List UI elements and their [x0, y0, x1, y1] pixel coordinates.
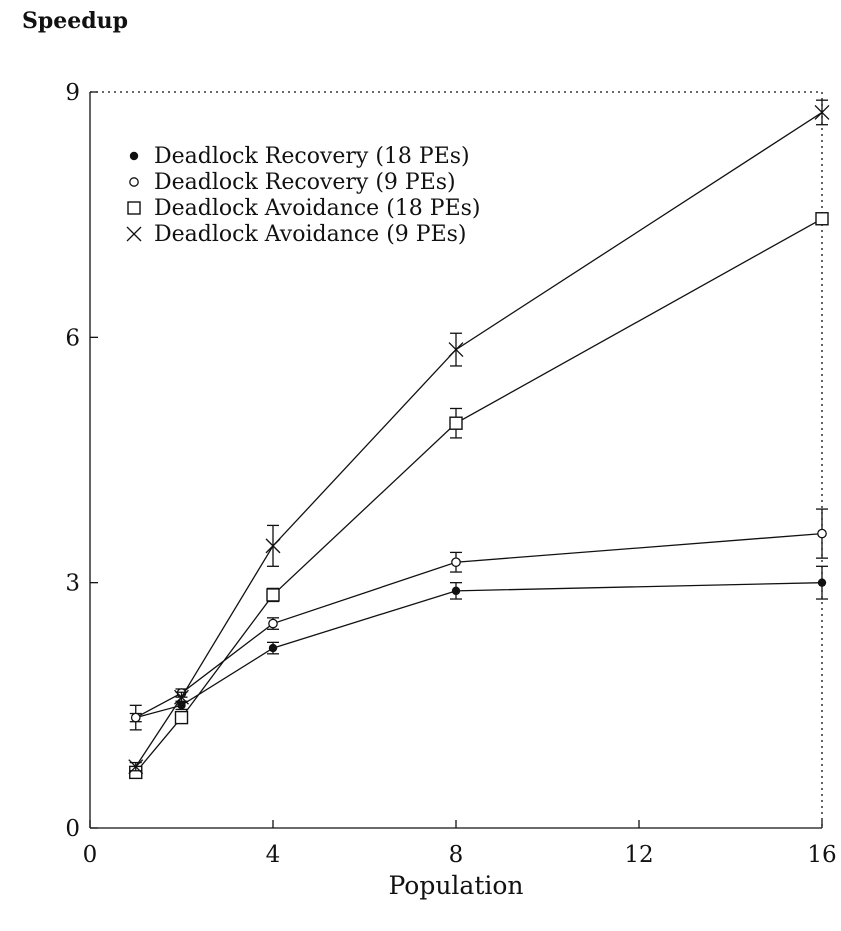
- legend-entry-2: Deadlock Recovery (9 PEs): [129, 170, 456, 195]
- x-tick-label: 8: [449, 842, 464, 868]
- x-tick-label: 16: [807, 842, 836, 868]
- data-point: [268, 643, 278, 653]
- legend: Deadlock Recovery (18 PEs)Deadlock Recov…: [126, 144, 481, 247]
- legend-entry-1: Deadlock Recovery (18 PEs): [129, 144, 470, 169]
- series-line: [135, 218, 823, 773]
- legend-label: Deadlock Recovery (9 PEs): [154, 170, 456, 195]
- x-axis-label: Population: [388, 871, 523, 900]
- data-point: [130, 712, 141, 723]
- series-1: [129, 565, 828, 723]
- legend-label: Deadlock Avoidance (18 PEs): [154, 196, 481, 221]
- x-tick-label: 4: [266, 842, 281, 868]
- legend-marker: [126, 226, 142, 242]
- data-point: [268, 618, 278, 629]
- data-point: [817, 578, 827, 587]
- data-point: [266, 588, 280, 602]
- x-tick-label: 0: [83, 842, 98, 868]
- y-tick-label: 6: [65, 325, 80, 351]
- y-tick-label: 3: [65, 571, 80, 597]
- data-point: [448, 342, 464, 358]
- x-tick-label: 12: [624, 842, 653, 868]
- data-point: [128, 759, 144, 775]
- data-point: [451, 586, 461, 596]
- legend-marker: [129, 151, 139, 161]
- legend-entry-3: Deadlock Avoidance (18 PEs): [127, 196, 481, 221]
- data-point: [177, 701, 186, 710]
- data-point: [265, 538, 281, 554]
- plot-area: 0 3 6 9 0 4 8 12 16: [65, 80, 836, 868]
- y-tick-label: 0: [65, 816, 80, 842]
- data-point: [815, 212, 829, 226]
- legend-entry-4: Deadlock Avoidance (9 PEs): [126, 222, 467, 247]
- data-point: [449, 416, 463, 430]
- data-point: [451, 557, 461, 568]
- legend-marker: [129, 177, 139, 187]
- data-point: [814, 104, 830, 120]
- legend-label: Deadlock Recovery (18 PEs): [154, 144, 470, 169]
- data-point: [817, 528, 827, 539]
- legend-label: Deadlock Avoidance (9 PEs): [154, 222, 467, 247]
- series-line: [135, 532, 823, 719]
- series-3: [129, 212, 829, 780]
- y-axis-label: Speedup: [22, 8, 128, 34]
- series-4: [128, 99, 830, 775]
- legend-marker: [127, 201, 141, 215]
- data-point: [174, 710, 189, 725]
- data-point: [174, 689, 189, 705]
- y-tick-label: 9: [65, 80, 80, 106]
- series-2: [129, 508, 828, 731]
